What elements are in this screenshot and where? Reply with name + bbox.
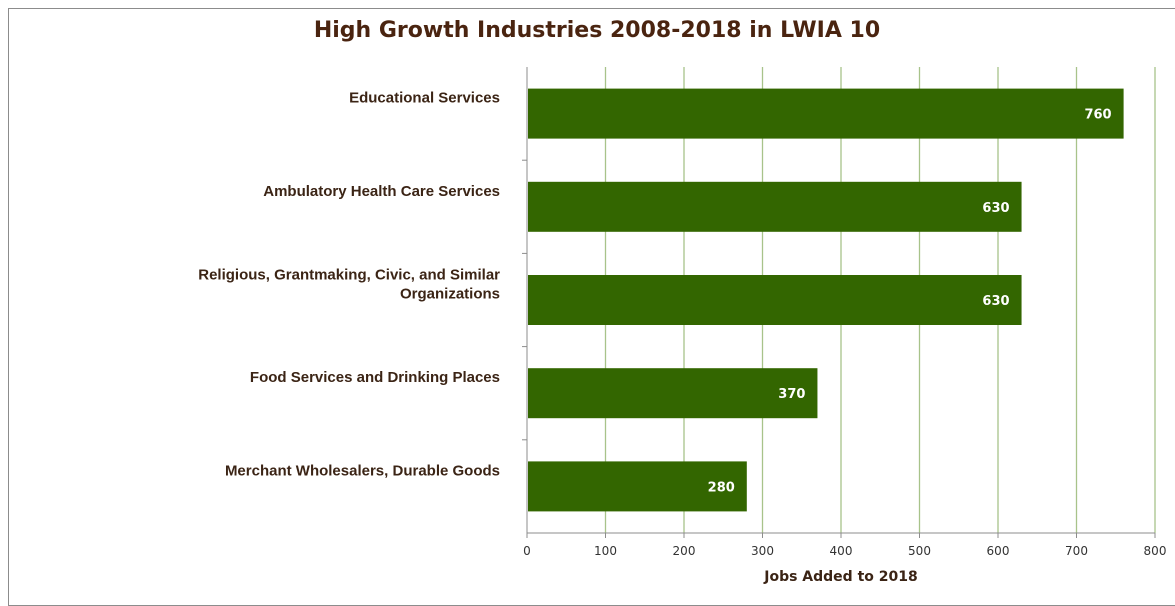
bar xyxy=(528,368,818,419)
category-label: Merchant Wholesalers, Durable Goods xyxy=(225,462,500,479)
x-tick-label: 0 xyxy=(523,544,531,558)
bar xyxy=(528,461,747,512)
labels: 0 100 200 300 400 500 600 700 800 760 Educational … xyxy=(198,90,1166,558)
data-label: 760 xyxy=(1084,108,1111,123)
axes xyxy=(522,67,1156,538)
data-label: 630 xyxy=(982,294,1009,309)
data-label: 280 xyxy=(708,480,735,495)
category-label: Food Services and Drinking Places xyxy=(250,369,500,386)
x-tick-label: 600 xyxy=(987,544,1010,558)
x-tick-label: 700 xyxy=(1065,544,1088,558)
x-tick-label: 100 xyxy=(594,544,617,558)
bars xyxy=(528,88,1124,512)
category-label: Religious, Grantmaking, Civic, and Simil… xyxy=(198,267,500,303)
bar xyxy=(528,181,1022,232)
x-axis-title: Jobs Added to 2018 xyxy=(763,569,917,585)
data-label: 630 xyxy=(982,201,1009,216)
x-tick-label: 400 xyxy=(830,544,853,558)
x-tick-label: 800 xyxy=(1144,544,1167,558)
bar xyxy=(528,275,1022,325)
bar xyxy=(528,88,1124,139)
x-tick-label: 200 xyxy=(673,544,696,558)
x-tick-label: 500 xyxy=(908,544,931,558)
x-tick-label: 300 xyxy=(751,544,774,558)
category-label: Educational Services xyxy=(349,90,500,107)
category-label: Ambulatory Health Care Services xyxy=(263,183,500,200)
chart-title: High Growth Industries 2008-2018 in LWIA… xyxy=(313,18,881,43)
data-label: 370 xyxy=(778,387,805,402)
